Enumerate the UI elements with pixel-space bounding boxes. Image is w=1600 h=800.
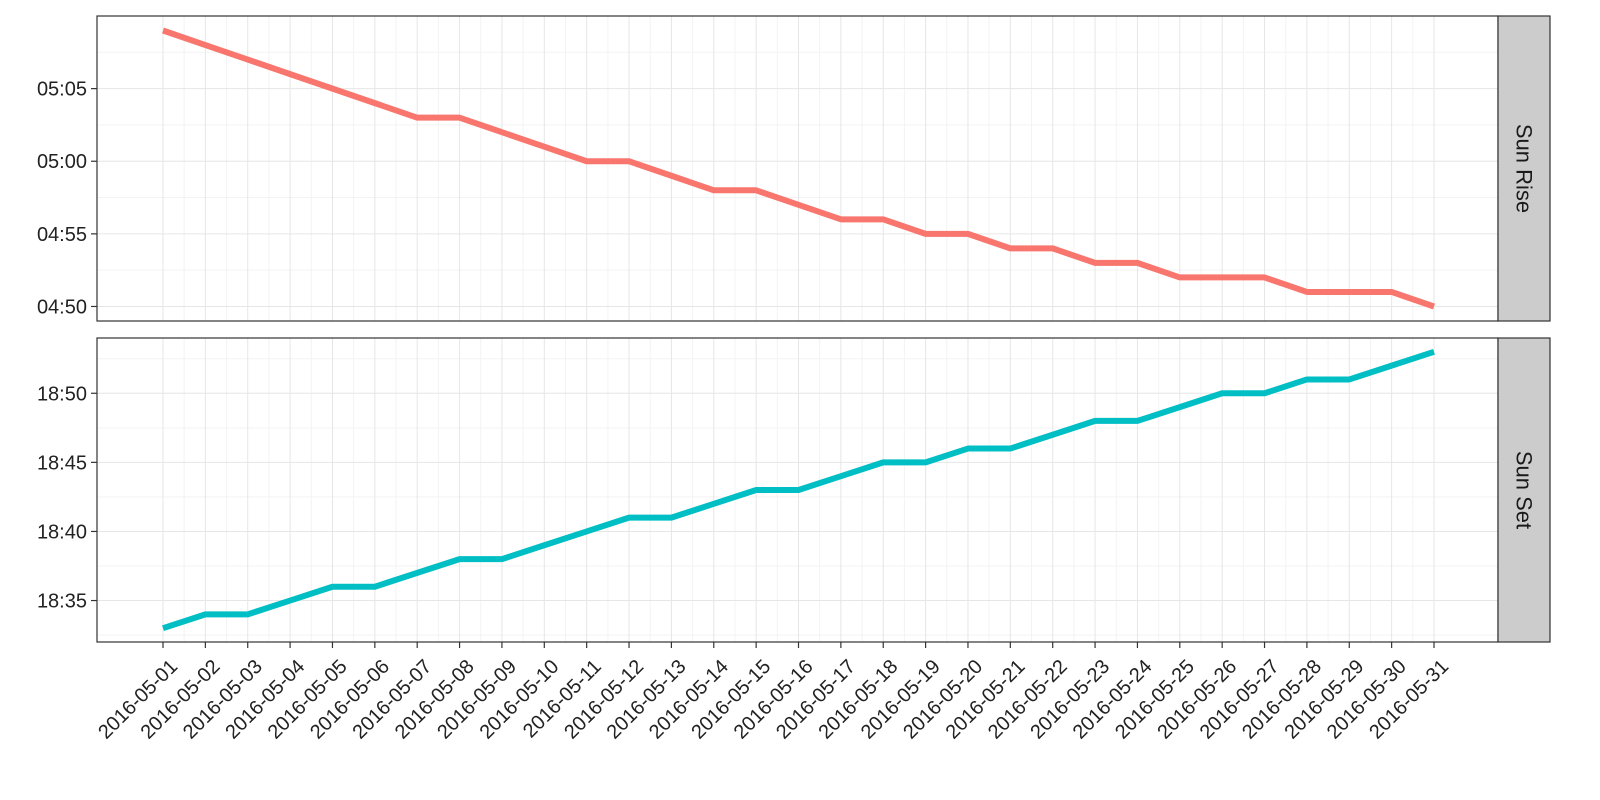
y-tick-label: 04:55 [37, 224, 87, 246]
panel-background [97, 16, 1498, 321]
facet-strip [1497, 15, 1551, 322]
y-tick-label: 04:50 [37, 296, 87, 318]
y-tick-label: 18:45 [37, 452, 87, 474]
x-axis: 2016-05-012016-05-022016-05-032016-05-04… [94, 642, 1453, 743]
series-line-sun-rise [162, 27, 1435, 310]
facet-strip-label: Sun Rise [1512, 124, 1537, 213]
y-tick-label: 18:35 [37, 591, 87, 613]
series-line-sun-set [162, 348, 1435, 632]
y-tick-label: 18:50 [37, 383, 87, 405]
y-tick-label: 05:05 [37, 79, 87, 101]
facet-strip-label: Sun Set [1512, 451, 1537, 529]
y-tick-label: 18:40 [37, 521, 87, 543]
facet-strip [1497, 337, 1551, 643]
panel-sun-rise: 04:50 04:55 05:00 05:05 Sun Rise [37, 15, 1551, 322]
y-tick-label: 05:00 [37, 151, 87, 173]
panel-sun-set: 18:35 18:40 18:45 18:50 Sun Set [37, 337, 1551, 643]
